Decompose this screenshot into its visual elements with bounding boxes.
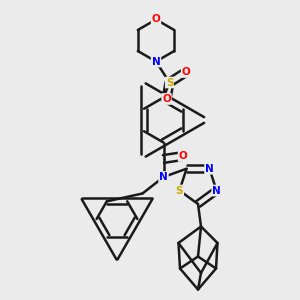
Text: N: N bbox=[159, 172, 168, 182]
Text: S: S bbox=[176, 185, 183, 196]
Text: O: O bbox=[182, 67, 190, 77]
Text: N: N bbox=[212, 185, 221, 196]
Text: S: S bbox=[166, 77, 173, 88]
Text: O: O bbox=[178, 151, 188, 161]
Text: O: O bbox=[152, 14, 160, 25]
Text: O: O bbox=[162, 94, 171, 104]
Text: N: N bbox=[152, 56, 160, 67]
Text: N: N bbox=[205, 164, 214, 174]
